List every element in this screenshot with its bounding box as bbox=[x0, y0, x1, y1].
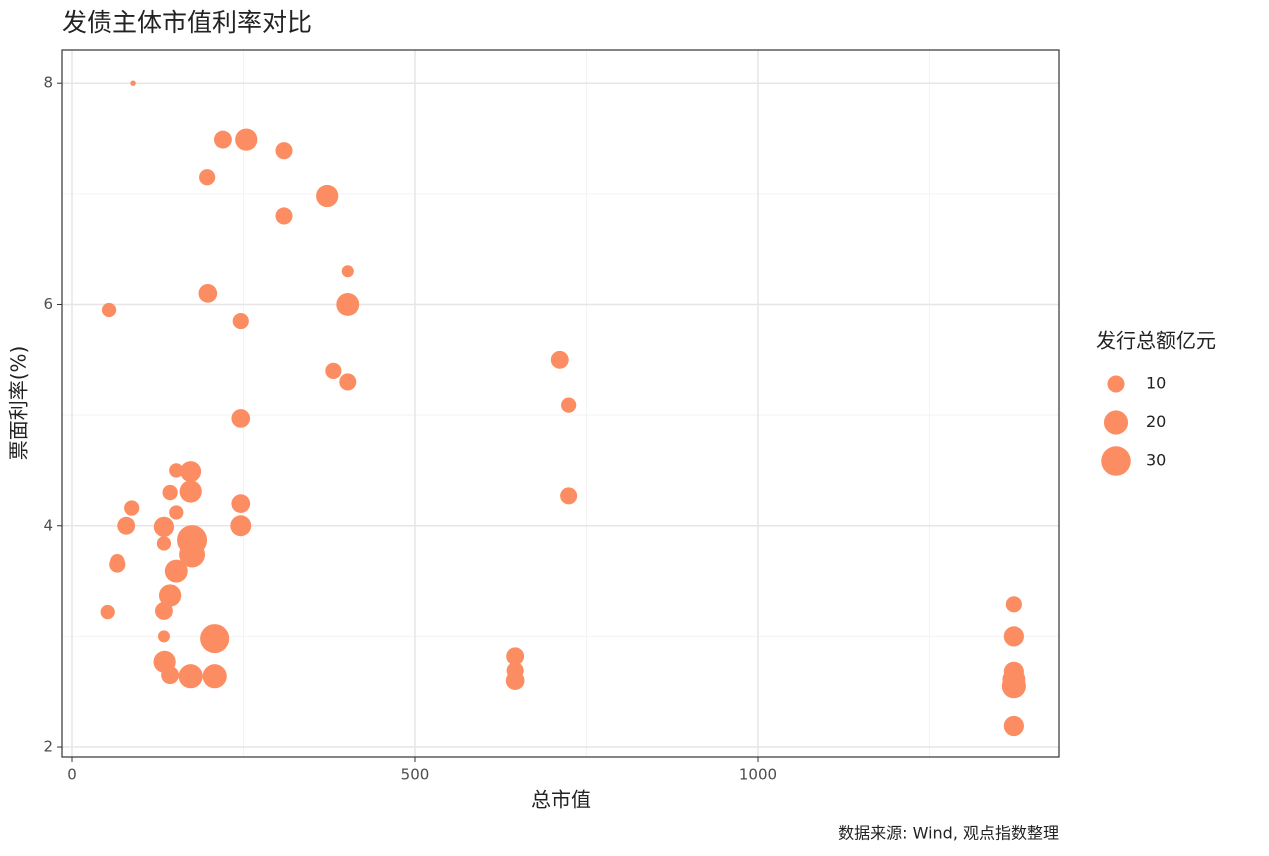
bubble bbox=[117, 516, 136, 535]
bubble bbox=[199, 169, 216, 186]
bubble bbox=[232, 312, 249, 330]
bubble bbox=[231, 494, 251, 513]
caption: 数据来源: Wind, 观点指数整理 bbox=[838, 824, 1059, 843]
bubble bbox=[156, 536, 172, 551]
bubble bbox=[178, 664, 203, 689]
bubble bbox=[506, 647, 525, 666]
x-tick-label: 500 bbox=[401, 766, 430, 784]
bubble bbox=[200, 624, 230, 654]
bubble bbox=[1003, 715, 1024, 737]
bubble bbox=[341, 265, 354, 278]
bubble bbox=[162, 484, 178, 501]
bubble bbox=[560, 487, 578, 505]
bubble bbox=[1005, 596, 1022, 613]
bubble bbox=[561, 397, 577, 413]
legend-bubble bbox=[1103, 410, 1129, 435]
bubble bbox=[153, 516, 175, 537]
bubble bbox=[109, 556, 126, 573]
legend-label: 30 bbox=[1146, 451, 1166, 470]
bubble bbox=[202, 664, 227, 689]
bubble bbox=[230, 515, 252, 537]
bubble bbox=[275, 207, 293, 225]
bubble bbox=[235, 128, 258, 151]
bubble bbox=[164, 559, 188, 583]
panel-border bbox=[61, 49, 1060, 758]
x-axis-label: 总市值 bbox=[531, 788, 591, 812]
bubble bbox=[1003, 626, 1024, 647]
legend-label: 10 bbox=[1146, 374, 1166, 393]
bubble bbox=[339, 373, 357, 391]
bubble bbox=[180, 461, 202, 483]
bubble bbox=[336, 293, 360, 316]
bubble bbox=[198, 284, 218, 303]
legend-title: 发行总额亿元 bbox=[1096, 329, 1216, 353]
x-tick-label: 0 bbox=[67, 766, 77, 784]
legend-bubble bbox=[1101, 446, 1131, 476]
bubble bbox=[275, 142, 293, 160]
bubble bbox=[100, 604, 115, 620]
bubble bbox=[505, 671, 525, 691]
bubble bbox=[169, 505, 184, 520]
bubble bbox=[316, 184, 339, 208]
x-tick-label: 1000 bbox=[739, 766, 777, 784]
y-tick-label: 4 bbox=[43, 516, 53, 534]
bubble bbox=[158, 584, 182, 607]
bubble bbox=[169, 463, 184, 478]
bubble bbox=[161, 666, 180, 685]
bubble bbox=[231, 409, 251, 428]
y-tick-label: 2 bbox=[43, 738, 53, 756]
legend-bubble bbox=[1107, 375, 1125, 393]
bubble bbox=[1001, 674, 1026, 699]
y-axis-label: 票面利率(%) bbox=[7, 346, 31, 461]
bubble bbox=[154, 601, 173, 620]
chart-title: 发债主体市值利率对比 bbox=[62, 8, 312, 37]
bubble bbox=[101, 302, 117, 318]
bubble bbox=[179, 541, 206, 568]
y-tick-label: 6 bbox=[43, 295, 53, 313]
bubble bbox=[157, 630, 170, 643]
bubble bbox=[179, 480, 202, 503]
bubble bbox=[325, 362, 342, 379]
bubble bbox=[213, 130, 232, 149]
bubble bbox=[550, 350, 569, 369]
y-tick-label: 8 bbox=[43, 74, 53, 92]
bubble bbox=[124, 500, 140, 516]
bubble bbox=[130, 80, 136, 86]
legend-label: 20 bbox=[1146, 412, 1166, 431]
